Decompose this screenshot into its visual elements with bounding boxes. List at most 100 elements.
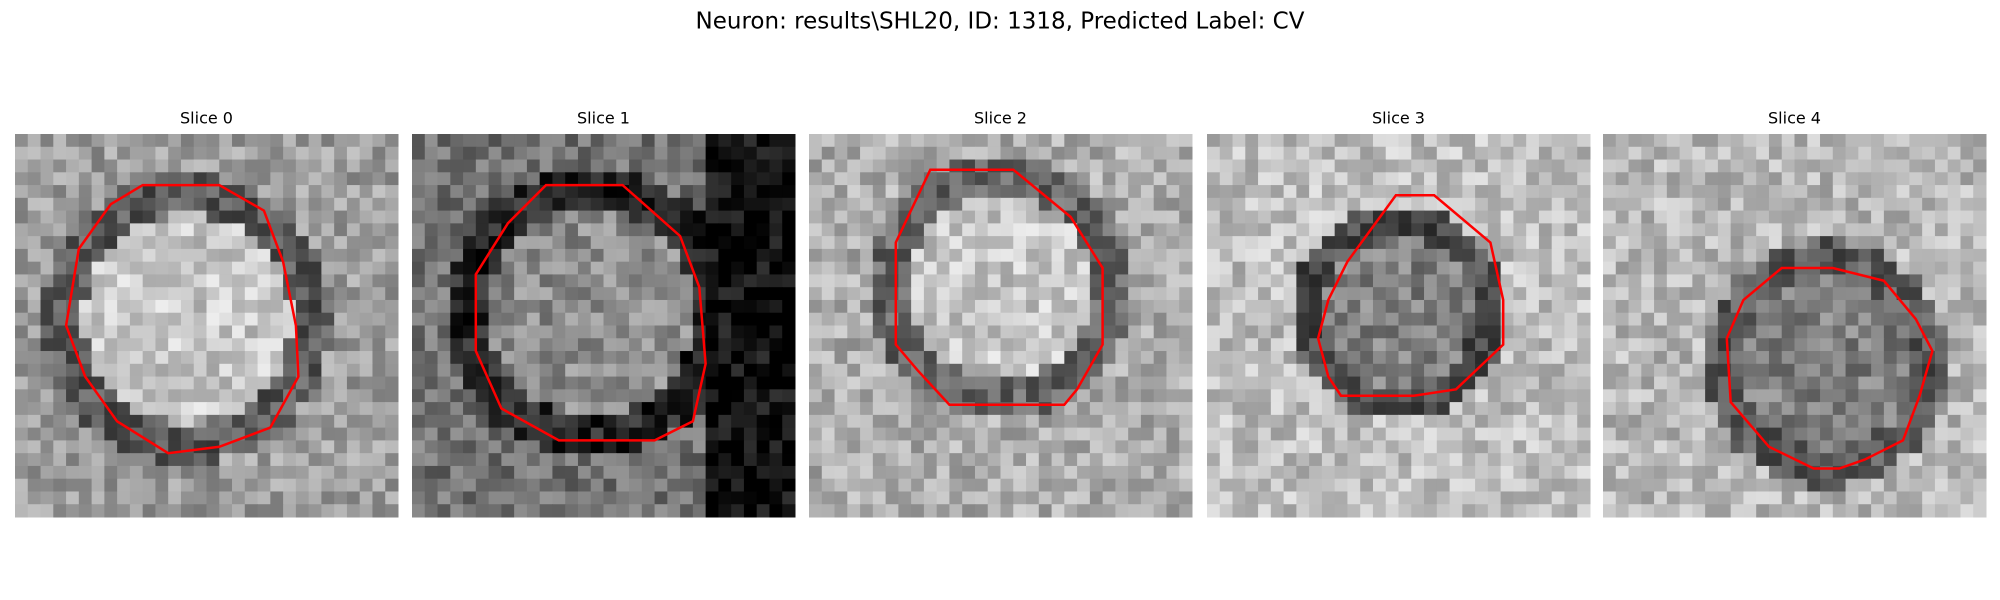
pixel — [1051, 172, 1065, 186]
pixel — [1538, 134, 1553, 148]
pixel — [718, 338, 732, 352]
pixel — [974, 504, 989, 518]
pixel — [718, 261, 732, 275]
pixel — [1526, 427, 1540, 441]
pixel — [1692, 159, 1706, 173]
pixel — [782, 325, 796, 339]
pixel — [1666, 172, 1681, 186]
pixel — [1820, 376, 1834, 390]
pixel — [847, 274, 861, 288]
pixel — [78, 325, 93, 339]
pixel — [232, 402, 246, 416]
pixel — [219, 453, 233, 467]
pixel — [1896, 172, 1910, 186]
pixel — [334, 376, 348, 390]
pixel — [334, 312, 348, 326]
pixel — [1258, 261, 1272, 275]
pixel — [1756, 185, 1770, 199]
pixel — [1449, 478, 1463, 492]
pixel — [1258, 338, 1272, 352]
pixel — [193, 389, 207, 403]
pixel — [680, 440, 694, 454]
pixel — [308, 312, 322, 326]
pixel — [346, 427, 361, 441]
pixel — [949, 325, 963, 339]
pixel — [1270, 134, 1285, 148]
pixel — [1781, 248, 1795, 263]
pixel — [1615, 210, 1630, 224]
pixel — [1871, 363, 1885, 378]
pixel — [756, 197, 770, 212]
pixel — [1845, 440, 1859, 454]
pixel — [1654, 197, 1668, 212]
pixel — [1411, 440, 1425, 454]
pixel — [565, 376, 579, 390]
pixel — [1385, 325, 1399, 339]
pixel — [962, 427, 976, 441]
pixel — [1051, 146, 1065, 161]
pixel — [385, 223, 399, 237]
pixel — [974, 427, 989, 441]
pixel — [1166, 146, 1180, 161]
pixel — [1641, 299, 1655, 314]
pixel — [1321, 261, 1336, 275]
pixel — [27, 185, 42, 199]
pixel — [1385, 338, 1399, 352]
pixel — [1153, 351, 1167, 365]
pixel — [1730, 363, 1744, 378]
pixel — [53, 338, 67, 352]
pixel — [1526, 159, 1540, 173]
pixel — [1179, 210, 1193, 224]
pixel — [1424, 414, 1438, 429]
pixel — [974, 338, 989, 352]
pixel — [450, 363, 464, 378]
pixel — [78, 402, 93, 416]
pixel — [821, 299, 836, 314]
pixel — [129, 210, 144, 224]
pixel — [180, 338, 195, 352]
pixel — [104, 491, 118, 505]
pixel — [898, 287, 912, 301]
pixel — [40, 478, 54, 492]
pixel — [1666, 376, 1681, 390]
pixel — [756, 478, 770, 492]
pixel — [78, 261, 93, 275]
pixel — [129, 389, 144, 403]
pixel — [1564, 465, 1578, 480]
pixel — [1500, 453, 1514, 467]
pixel — [565, 504, 579, 518]
pixel — [372, 223, 386, 237]
pixel — [1283, 427, 1297, 441]
pixel — [257, 491, 271, 505]
pixel — [616, 210, 630, 224]
pixel — [847, 261, 861, 275]
pixel — [1372, 146, 1387, 161]
pixel — [385, 134, 399, 148]
pixel — [346, 414, 361, 429]
pixel — [1153, 261, 1167, 275]
pixel — [1934, 223, 1949, 237]
pixel — [1140, 146, 1155, 161]
pixel — [488, 440, 502, 454]
pixel — [834, 376, 848, 390]
pixel — [769, 299, 783, 314]
pixel — [1013, 491, 1027, 505]
pixel — [705, 236, 719, 250]
pixel — [463, 440, 477, 454]
pixel — [1385, 465, 1399, 480]
pixel — [590, 325, 604, 339]
pixel — [1321, 248, 1336, 263]
pixel — [1026, 299, 1040, 314]
pixel — [1270, 146, 1285, 161]
pixel — [1321, 274, 1336, 288]
pixel — [1679, 504, 1693, 518]
pixel — [590, 465, 604, 480]
pixel — [1551, 261, 1565, 275]
pixel — [488, 299, 502, 314]
pixel — [78, 453, 93, 467]
pixel — [1128, 478, 1142, 492]
pixel — [53, 159, 67, 173]
pixel — [847, 351, 861, 365]
pixel — [962, 491, 976, 505]
pixel — [1513, 223, 1527, 237]
